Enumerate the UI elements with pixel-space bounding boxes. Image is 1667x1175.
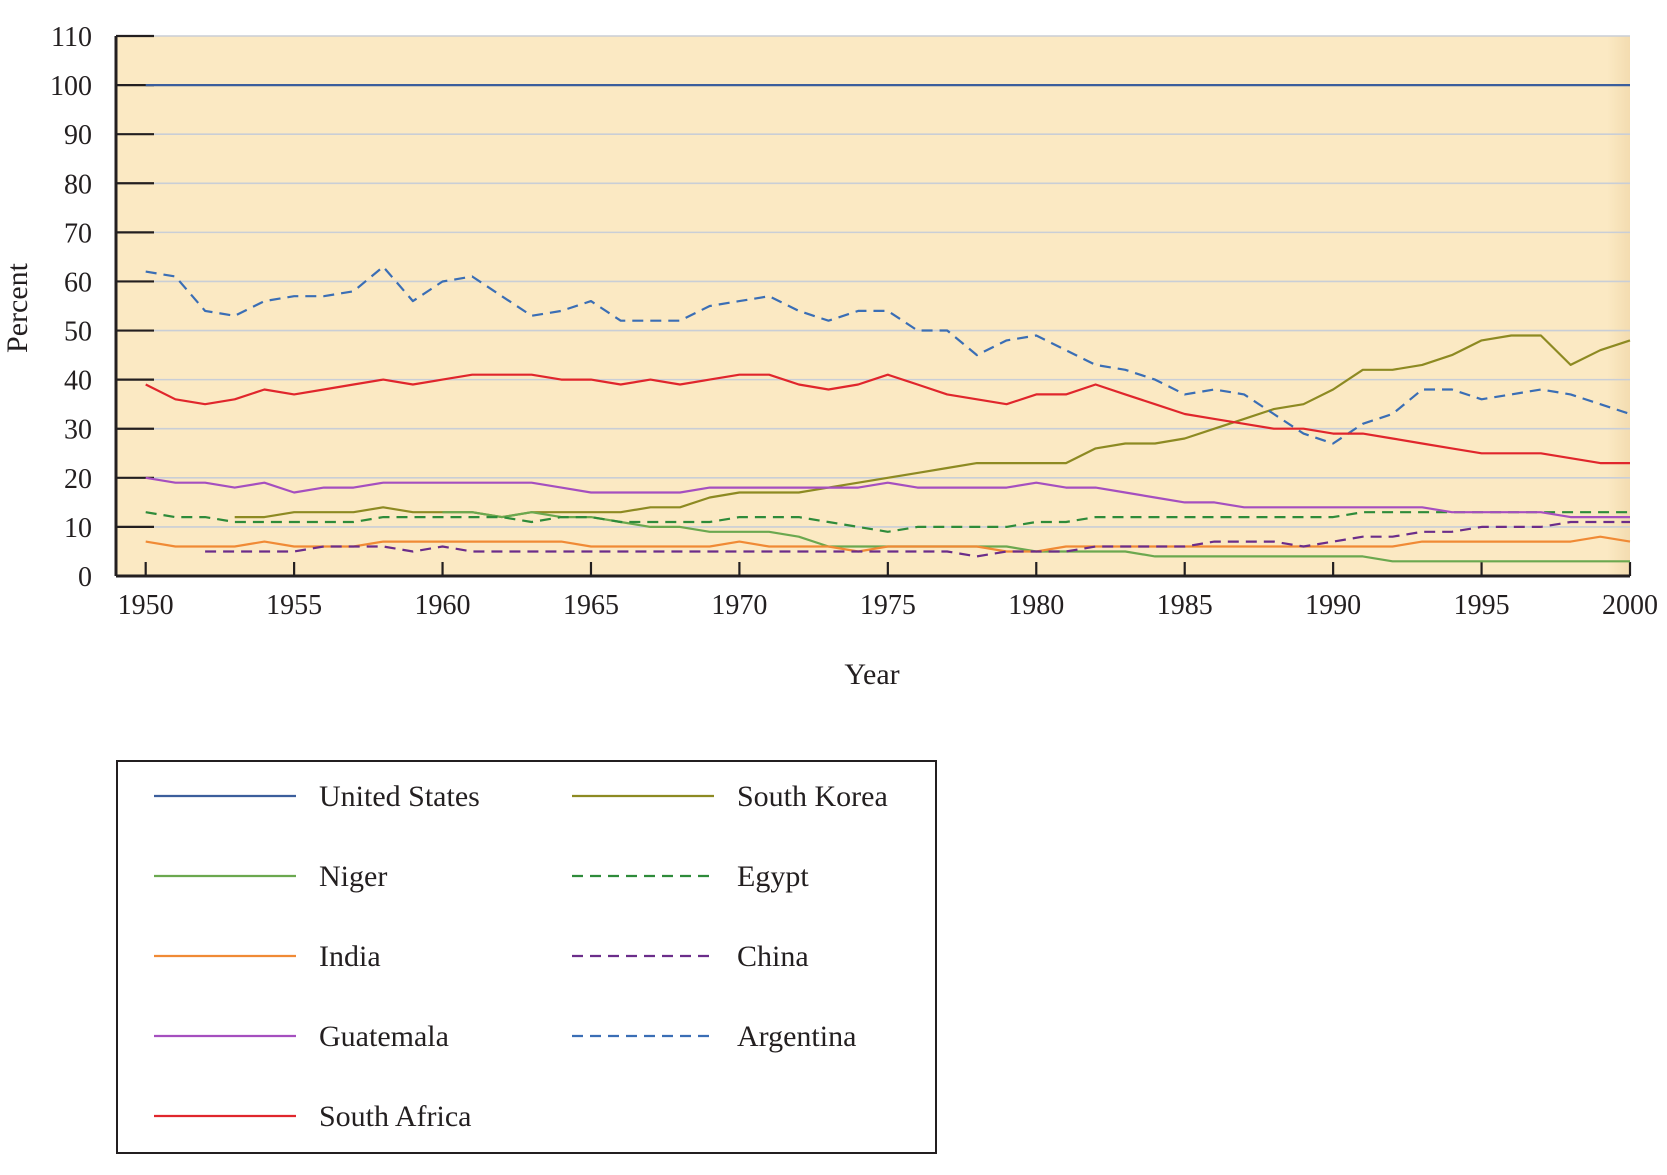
legend-label-niger: Niger — [319, 860, 387, 893]
legend-label-argentina: Argentina — [737, 1020, 856, 1053]
y-tick-label-90: 90 — [64, 120, 92, 151]
y-tick-label-10: 10 — [64, 513, 92, 544]
series-line-egypt — [145, 511, 1630, 533]
plot-area — [116, 35, 1630, 576]
x-tick-label-1970: 1970 — [711, 590, 767, 621]
y-tick-label-100: 100 — [50, 71, 92, 102]
y-tick-label-70: 70 — [64, 218, 92, 249]
x-tick-label-1950: 1950 — [118, 590, 174, 621]
legend-label-china: China — [737, 940, 809, 973]
legend: United States South Korea Niger Egypt India C… — [116, 760, 937, 1154]
y-tick-label-40: 40 — [64, 366, 92, 397]
legend-label-guatemala: Guatemala — [319, 1020, 449, 1053]
axes: 0 10 20 30 40 50 60 70 80 90 100 110 1950 1955 1960 196… — [50, 22, 1658, 621]
x-tick-label-1995: 1995 — [1454, 590, 1510, 621]
y-axis-title: Percent — [1, 262, 34, 353]
series-lines — [145, 83, 1631, 563]
y-tick-label-110: 110 — [51, 22, 92, 53]
series-line-guatemala — [145, 476, 1630, 519]
legend-label-united-states: United States — [319, 780, 480, 813]
x-tick-label-1985: 1985 — [1157, 590, 1213, 621]
x-tick-label-1990: 1990 — [1305, 590, 1361, 621]
x-axis-title: Year — [844, 658, 899, 691]
legend-label-south-korea: South Korea — [737, 780, 888, 813]
y-tick-label-30: 30 — [64, 415, 92, 446]
y-tick-label-20: 20 — [64, 464, 92, 495]
series-line-china — [205, 520, 1630, 558]
legend-label-south-africa: South Africa — [319, 1100, 471, 1133]
y-tick-label-80: 80 — [64, 169, 92, 200]
y-tick-label-60: 60 — [64, 267, 92, 298]
x-tick-label-1965: 1965 — [563, 590, 619, 621]
series-line-south-africa — [145, 373, 1630, 465]
y-tick-label-0: 0 — [78, 562, 92, 593]
y-tick-label-50: 50 — [64, 317, 92, 348]
series-line-india — [145, 535, 1631, 553]
legend-label-india: India — [319, 940, 381, 973]
x-tick-label-1955: 1955 — [266, 590, 322, 621]
x-tick-label-2000: 2000 — [1602, 590, 1658, 621]
series-line-argentina — [145, 265, 1631, 445]
x-tick-label-1975: 1975 — [860, 590, 916, 621]
x-tick-label-1960: 1960 — [415, 590, 471, 621]
x-tick-label-1980: 1980 — [1008, 590, 1064, 621]
plot-background — [116, 36, 1630, 576]
legend-label-egypt: Egypt — [737, 860, 809, 893]
